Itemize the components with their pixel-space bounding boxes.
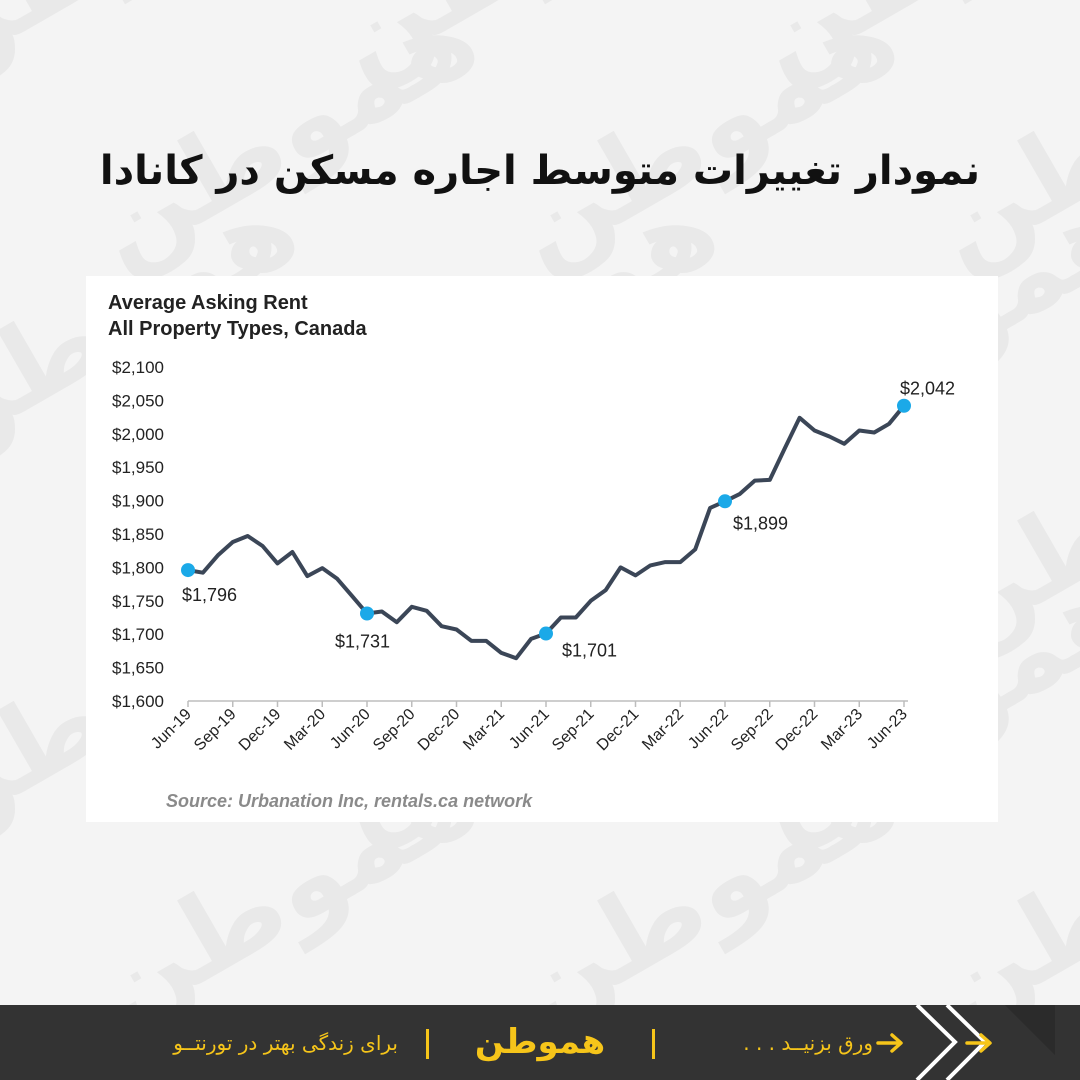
y-tick-label: $1,700 [112,625,164,644]
y-tick-label: $1,600 [112,692,164,711]
watermark-text: هموطن [309,0,739,103]
y-tick-label: $1,950 [112,458,164,477]
x-tick-label: Dec-20 [415,706,464,755]
y-tick-label: $1,900 [112,492,164,511]
y-axis: $1,600 $1,650 $1,700 $1,750 $1,800 $1,850 $1,9… [112,358,164,711]
data-label: $1,731 [335,631,390,651]
watermark-text: هموطن [489,0,919,293]
data-label: $1,796 [182,585,237,605]
footer-logo: هموطن [474,1022,606,1062]
x-axis: Jun-19Sep-19Dec-19Mar-20Jun-20Sep-20Dec-… [148,700,911,755]
footer-tagline: برای زندگی بهتر در تورنتــو [173,1031,398,1055]
x-tick-label: Mar-21 [460,706,508,754]
plot-area: $1,796 $1,731 $1,701 $1,899 $2,042 [181,379,955,661]
x-tick-label: Jun-23 [864,706,911,753]
y-tick-label: $1,650 [112,659,164,678]
swipe-hint[interactable]: ورق بزنیــد . . . [743,1031,873,1055]
rent-line-chart: Average Asking Rent All Property Types, … [108,292,955,811]
x-tick-label: Sep-22 [728,706,777,755]
x-tick-label: Dec-21 [594,706,643,755]
chart-subtitle: All Property Types, Canada [108,318,367,340]
highlight-point [360,606,374,621]
watermark-text: هموطن [909,0,1080,293]
chart-card: Average Asking Rent All Property Types, … [86,276,998,822]
x-tick-label: Jun-19 [148,706,195,753]
highlight-point [718,494,732,509]
highlight-point [539,626,553,641]
data-label: $1,899 [733,513,788,533]
data-label: $1,701 [562,641,617,661]
x-tick-label: Sep-19 [191,706,240,755]
x-tick-label: Jun-22 [685,706,732,753]
series-line [186,403,906,661]
chevrons-icon [915,1005,1055,1080]
highlight-point [897,398,911,413]
y-tick-label: $1,850 [112,525,164,544]
watermark-text: هموطن [69,0,499,293]
x-tick-label: Mar-20 [281,706,329,754]
data-label: $2,042 [900,379,955,399]
footer-divider [426,1029,429,1059]
chart-title: Average Asking Rent [108,292,308,314]
chart-source: Source: Urbanation Inc, rentals.ca netwo… [166,791,533,811]
y-tick-label: $1,800 [112,558,164,577]
arrow-right-icon[interactable] [965,1032,995,1054]
x-tick-label: Jun-21 [506,706,553,753]
highlight-point [181,563,195,578]
y-tick-label: $2,000 [112,425,164,444]
arrow-right-icon[interactable] [876,1032,906,1054]
watermark-text: هموطن [729,0,1080,103]
x-tick-label: Dec-22 [773,706,822,755]
watermark-text: هموطن [0,0,319,103]
footer-divider [652,1029,655,1059]
footer-bar: برای زندگی بهتر در تورنتــو هموطن ورق بز… [0,1005,1080,1080]
x-tick-label: Jun-20 [327,706,374,753]
y-tick-label: $1,750 [112,592,164,611]
x-tick-label: Dec-19 [236,706,285,755]
x-tick-label: Sep-21 [549,706,598,755]
x-tick-label: Mar-23 [818,706,866,754]
page-title: نمودار تغییرات متوسط اجاره مسکن در کاناد… [99,148,981,194]
x-tick-label: Mar-22 [639,706,687,754]
x-tick-label: Sep-20 [370,706,419,755]
y-tick-label: $2,100 [112,358,164,377]
y-tick-label: $2,050 [112,391,164,410]
